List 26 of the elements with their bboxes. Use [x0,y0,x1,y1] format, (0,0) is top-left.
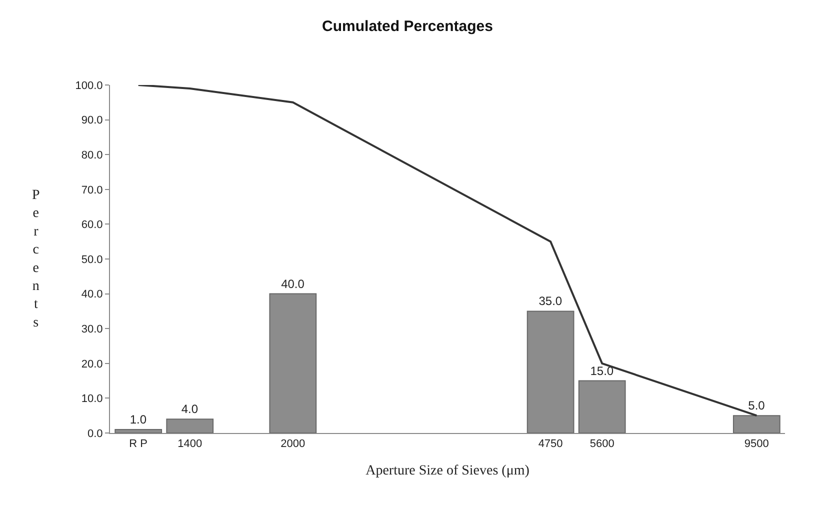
y-tick-label: 40.0 [81,288,103,301]
data-label: 5.0 [748,398,766,413]
data-label: 4.0 [181,402,198,416]
y-tick-label: 0.0 [88,428,103,440]
y-axis-title: Percents [32,188,40,330]
y-tick-label: 30.0 [81,323,103,336]
x-tick-label: 5600 [590,438,614,450]
x-tick-label: 4750 [538,438,563,450]
x-tick-label: 2000 [280,438,306,450]
data-label: 15.0 [590,364,614,378]
x-tick-label: 9500 [744,438,769,450]
x-axis-title: Aperture Size of Sieves (μm) [366,464,530,478]
y-tick-label: 80.0 [81,149,103,162]
data-label: 1.0 [130,412,147,427]
y-tick-label: 60.0 [81,219,103,232]
y-tick-label: 10.0 [81,393,103,406]
data-label: 40.0 [281,276,305,291]
y-tick-label: 100.0 [75,80,103,92]
x-tick-label: R P [129,438,148,450]
y-tick-label: 20.0 [81,358,103,370]
y-tick-label: 70.0 [81,184,103,196]
y-tick-label: 50.0 [81,254,103,266]
chart-title: Cumulated Percentages [322,18,493,35]
x-tick-label: 1400 [178,438,202,450]
data-label: 35.0 [538,294,562,308]
y-tick-label: 90.0 [81,114,103,127]
